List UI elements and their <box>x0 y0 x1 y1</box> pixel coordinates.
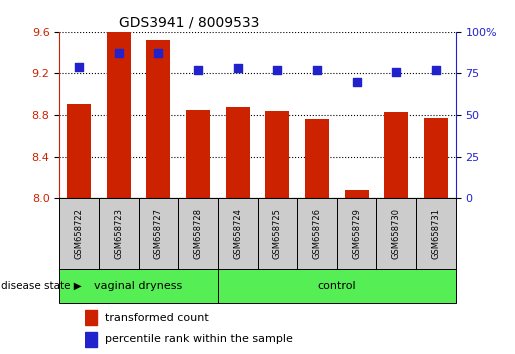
Text: GSM658725: GSM658725 <box>273 208 282 259</box>
Point <box>432 67 440 73</box>
Text: GSM658726: GSM658726 <box>313 208 321 259</box>
Bar <box>416 198 456 269</box>
Point <box>392 69 401 75</box>
Text: GSM658730: GSM658730 <box>392 208 401 259</box>
Bar <box>218 198 258 269</box>
Bar <box>178 198 218 269</box>
Bar <box>59 198 99 269</box>
Text: GSM658723: GSM658723 <box>114 208 123 259</box>
Text: transformed count: transformed count <box>105 313 209 323</box>
Bar <box>218 269 456 303</box>
Bar <box>305 119 329 198</box>
Bar <box>226 107 250 198</box>
Bar <box>258 198 297 269</box>
Point <box>114 51 123 56</box>
Bar <box>345 190 369 198</box>
Bar <box>297 198 337 269</box>
Bar <box>186 110 210 198</box>
Bar <box>139 198 178 269</box>
Text: GSM658727: GSM658727 <box>154 208 163 259</box>
Point <box>75 64 83 70</box>
Bar <box>59 269 218 303</box>
Bar <box>67 104 91 198</box>
Text: GDS3941 / 8009533: GDS3941 / 8009533 <box>118 15 259 29</box>
Bar <box>99 198 139 269</box>
Point <box>273 67 281 73</box>
Text: GSM658724: GSM658724 <box>233 208 242 259</box>
Bar <box>337 198 376 269</box>
Text: vaginal dryness: vaginal dryness <box>94 281 183 291</box>
Point <box>194 67 202 73</box>
Bar <box>107 32 131 198</box>
Text: control: control <box>317 281 356 291</box>
Bar <box>265 111 289 198</box>
Point <box>234 65 242 71</box>
Bar <box>384 112 408 198</box>
Text: GSM658728: GSM658728 <box>194 208 202 259</box>
Text: disease state ▶: disease state ▶ <box>1 281 82 291</box>
Text: GSM658729: GSM658729 <box>352 208 361 259</box>
Point <box>352 79 360 85</box>
Bar <box>85 310 97 325</box>
Point <box>154 51 163 56</box>
Bar <box>424 118 448 198</box>
Text: GSM658731: GSM658731 <box>432 208 440 259</box>
Bar <box>85 332 97 347</box>
Text: GSM658722: GSM658722 <box>75 208 83 259</box>
Text: percentile rank within the sample: percentile rank within the sample <box>105 334 293 344</box>
Bar <box>146 40 170 198</box>
Point <box>313 67 321 73</box>
Bar <box>376 198 416 269</box>
